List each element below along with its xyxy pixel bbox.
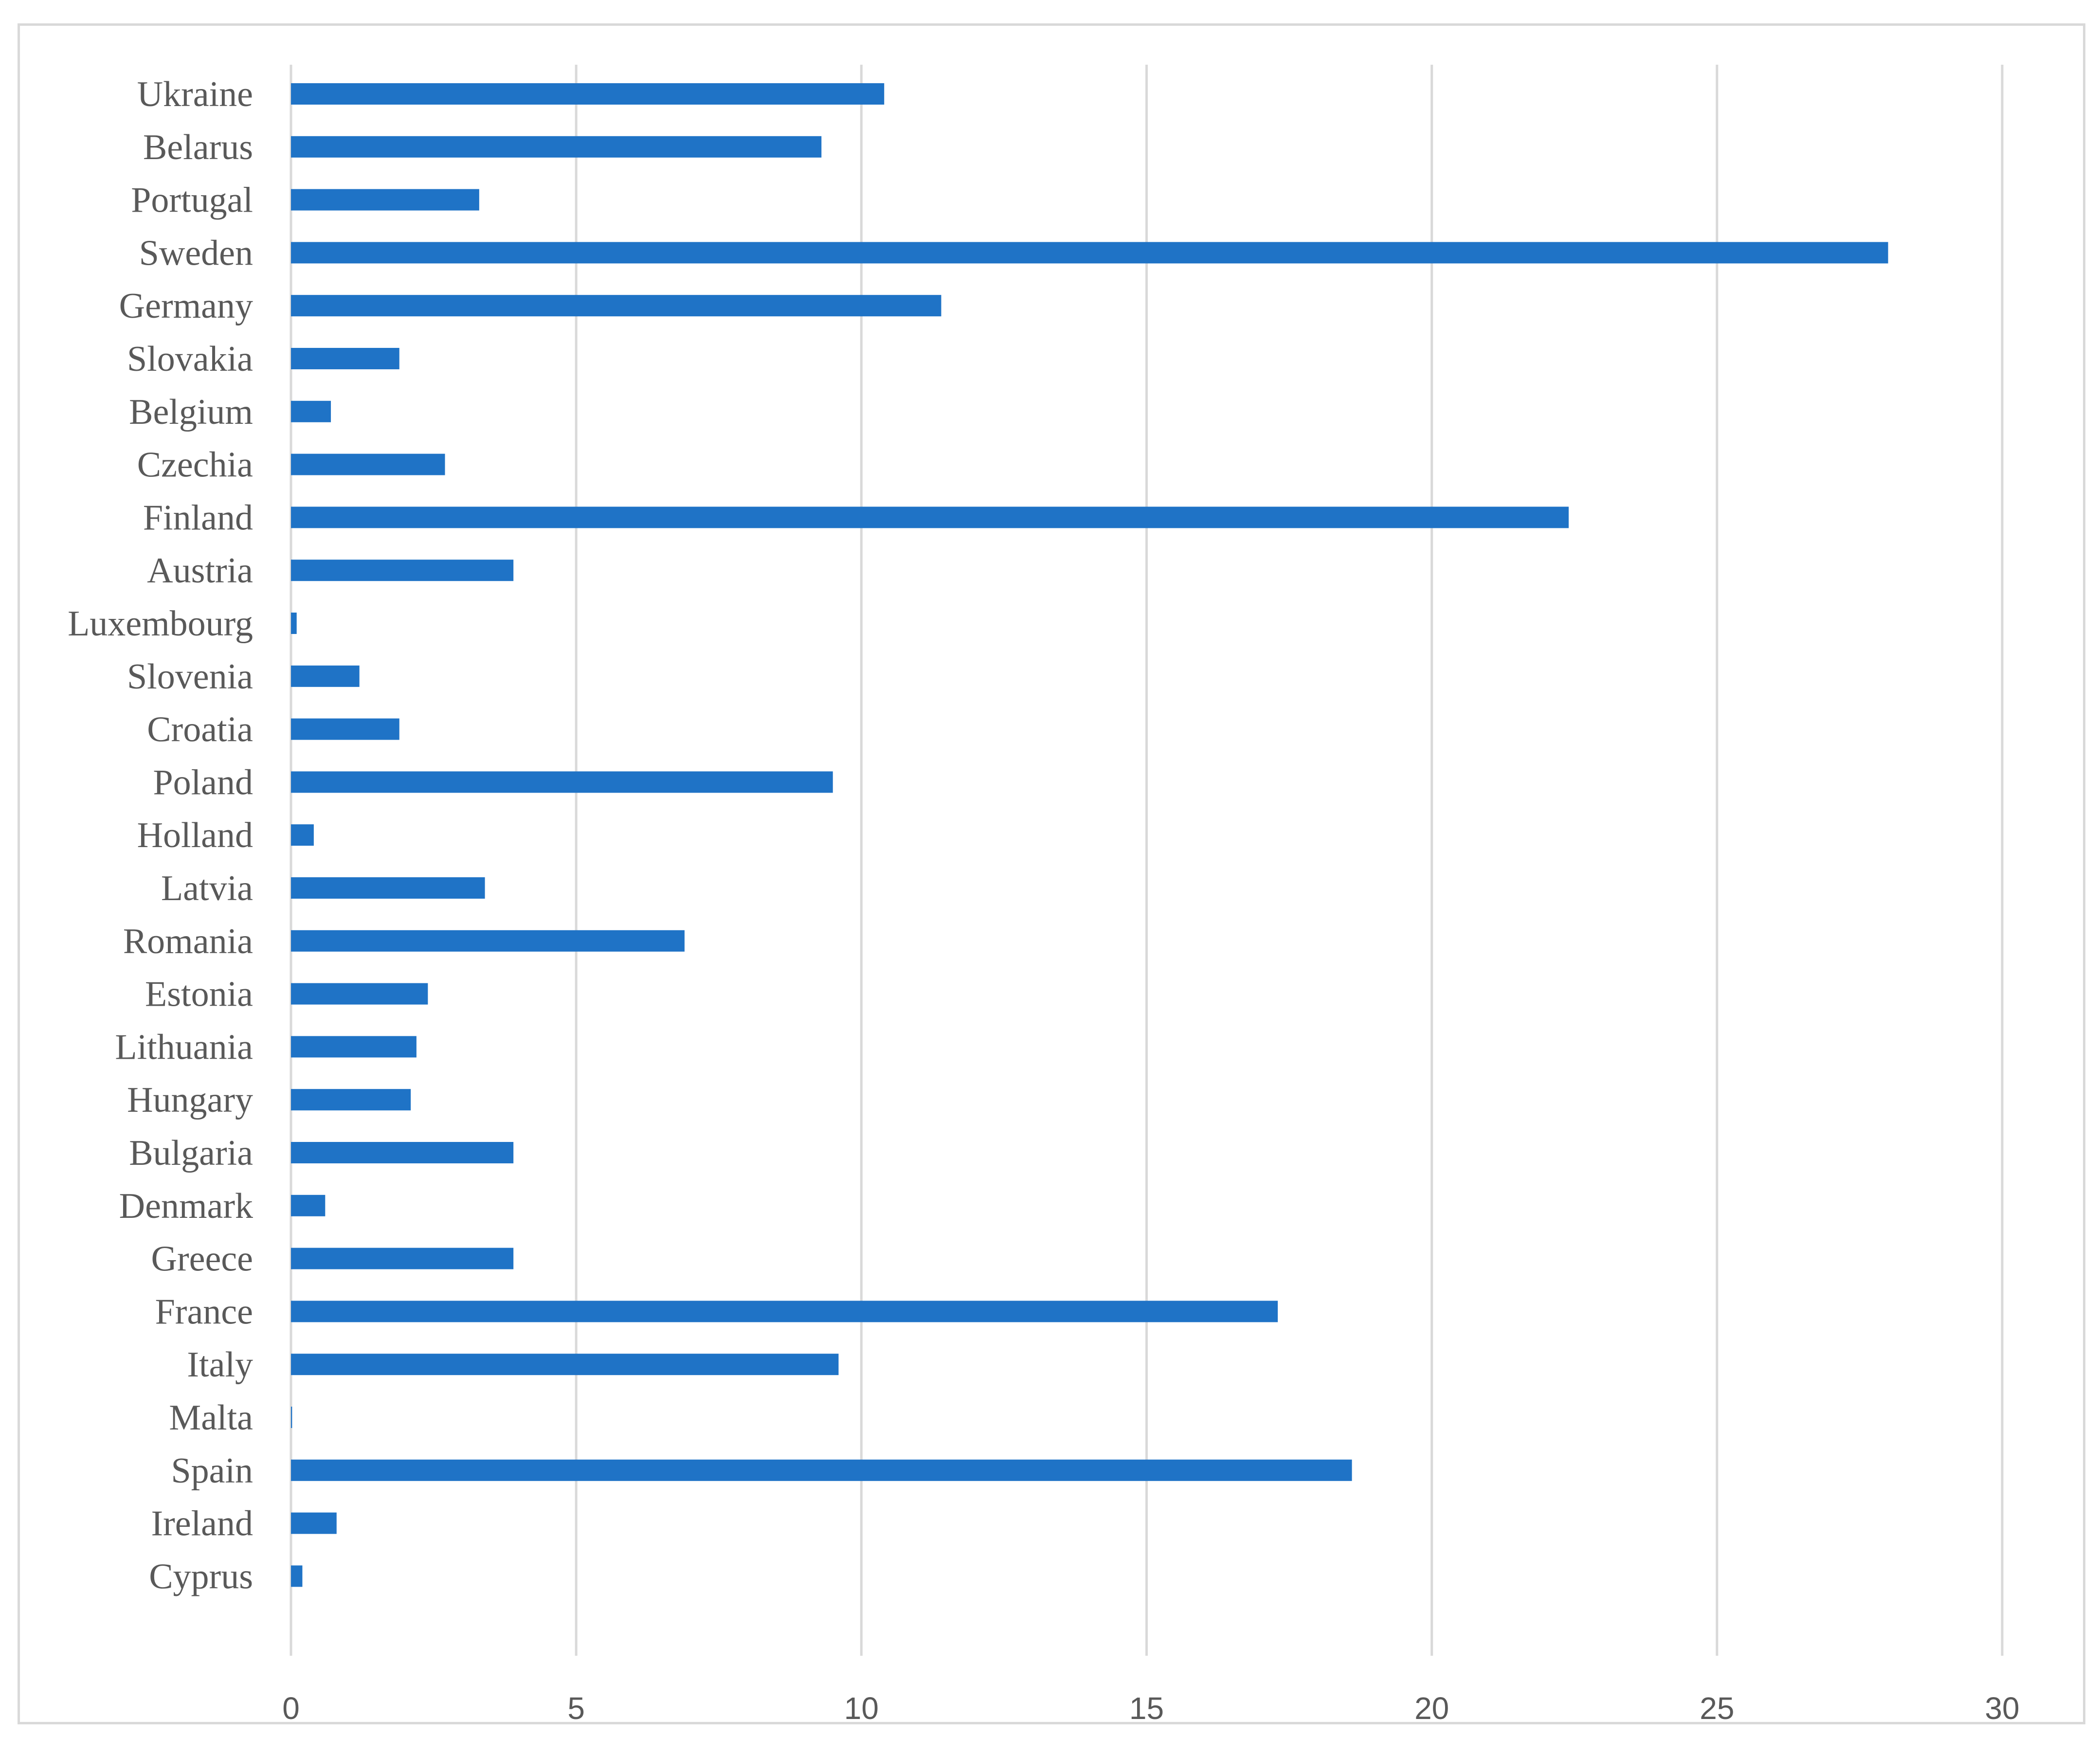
bar-belgium	[291, 400, 331, 422]
category-label: Portugal	[131, 181, 253, 220]
category-label: Austria	[147, 551, 253, 591]
bar-spain	[291, 1459, 1352, 1481]
category-label: Italy	[187, 1345, 253, 1385]
category-label: Ukraine	[137, 74, 253, 114]
category-label: Denmark	[119, 1186, 253, 1226]
category-labels: Ukraine Belarus Portugal Sweden Germany Slova…	[68, 74, 253, 1596]
category-label: Slovakia	[127, 339, 253, 379]
bar-cyprus	[291, 1565, 303, 1587]
category-label: Belgium	[129, 392, 253, 432]
bar-denmark	[291, 1194, 326, 1216]
category-label: France	[155, 1292, 253, 1332]
bar-germany	[291, 295, 941, 317]
category-label: Slovenia	[127, 657, 253, 697]
bar-ukraine	[291, 83, 885, 105]
category-label: Romania	[123, 922, 253, 961]
category-label: Poland	[153, 762, 253, 802]
bar-lithuania	[291, 1036, 416, 1058]
bar-malta	[291, 1407, 292, 1428]
category-label: Holland	[137, 815, 253, 855]
bar-estonia	[291, 983, 428, 1005]
bar-holland	[291, 824, 314, 846]
chart-frame: Ukraine Belarus Portugal Sweden Germany Slova…	[18, 23, 2085, 1724]
category-label: Greece	[151, 1239, 253, 1279]
bar-slovakia	[291, 348, 399, 369]
bar-croatia	[291, 718, 399, 740]
bars	[291, 83, 1888, 1587]
category-label: Lithuania	[115, 1027, 253, 1067]
bar-poland	[291, 771, 833, 793]
category-label: Spain	[171, 1451, 253, 1491]
bar-chart: Ukraine Belarus Portugal Sweden Germany Slova…	[68, 65, 2020, 1722]
bar-greece	[291, 1248, 514, 1269]
bar-romania	[291, 930, 685, 952]
category-label: Ireland	[151, 1504, 253, 1544]
category-label: Finland	[143, 498, 253, 538]
x-tick-label: 5	[567, 1691, 585, 1722]
bar-czechia	[291, 453, 445, 475]
category-label: Croatia	[147, 710, 253, 750]
bar-luxembourg	[291, 613, 297, 634]
category-label: Estonia	[145, 975, 253, 1014]
x-tick-label: 15	[1129, 1691, 1164, 1722]
x-tick-label: 20	[1414, 1691, 1449, 1722]
bar-sweden	[291, 242, 1888, 264]
x-tick-label: 10	[844, 1691, 879, 1722]
bar-portugal	[291, 189, 479, 211]
bar-france	[291, 1301, 1278, 1322]
x-tick-label: 0	[282, 1691, 300, 1722]
bar-hungary	[291, 1089, 411, 1111]
bar-finland	[291, 507, 1569, 528]
x-tick-label: 25	[1700, 1691, 1734, 1722]
bar-bulgaria	[291, 1142, 514, 1163]
x-tick-labels: 0 5 10 15 20 25 30	[282, 1691, 2019, 1722]
category-label: Luxembourg	[68, 604, 253, 644]
gridlines	[290, 65, 2004, 1656]
category-label: Belarus	[143, 127, 253, 167]
category-label: Sweden	[139, 233, 253, 273]
bar-belarus	[291, 136, 822, 158]
category-label: Malta	[169, 1398, 253, 1438]
category-label: Czechia	[137, 445, 253, 485]
x-tick-label: 30	[1985, 1691, 2019, 1722]
bar-italy	[291, 1354, 839, 1375]
category-label: Latvia	[161, 868, 253, 908]
bar-austria	[291, 560, 514, 581]
bar-latvia	[291, 877, 485, 899]
category-label: Germany	[119, 286, 253, 326]
category-label: Cyprus	[149, 1556, 253, 1596]
bar-slovenia	[291, 665, 360, 687]
category-label: Hungary	[127, 1080, 253, 1120]
bar-ireland	[291, 1512, 337, 1534]
category-label: Bulgaria	[129, 1133, 253, 1173]
